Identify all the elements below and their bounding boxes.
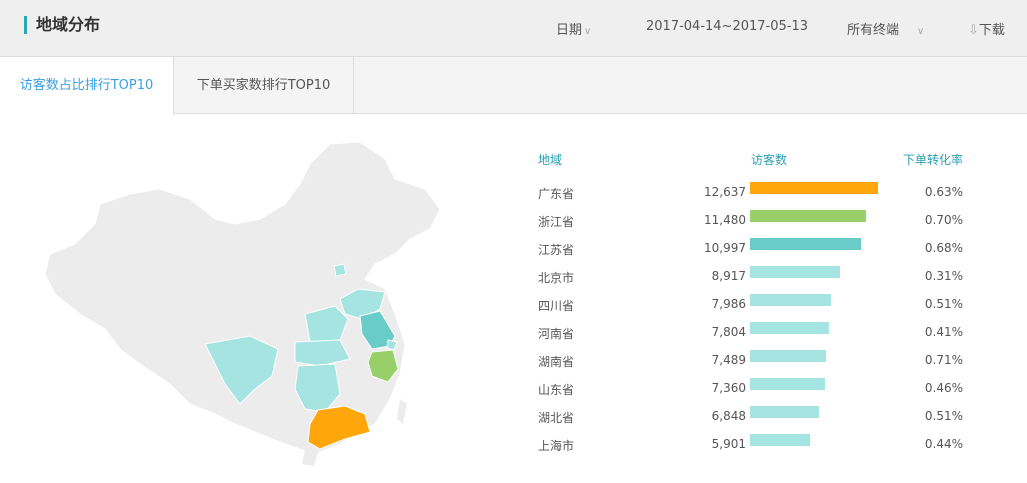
map-shandong [339,288,386,320]
visitor-bar [750,434,810,446]
date-label: 日期 [556,23,583,38]
tab-buyers-top10[interactable]: 下单买家数排行TOP10 [174,57,354,114]
table-row[interactable]: 北京市 8,917 0.31% [0,266,1027,286]
date-dropdown[interactable]: 日期 ∨ [556,19,591,38]
map-hainan [302,449,318,466]
tab-bar: 访客数占比排行TOP10 下单买家数排行TOP10 [0,57,1027,115]
table-row[interactable]: 四川省 7,986 0.51% [0,294,1027,314]
tab-visitors-top10[interactable]: 访客数占比排行TOP10 [0,57,174,115]
conversion-rate: 0.63% [924,185,963,199]
visitor-count: 7,489 [711,353,746,367]
visitor-bar [750,294,831,306]
china-map [44,141,441,466]
visitor-bar [750,182,878,194]
region-name: 四川省 [538,299,575,313]
visitor-count: 8,917 [711,269,746,283]
visitor-bar [750,406,819,418]
region-name: 山东省 [538,383,575,397]
date-range[interactable]: 2017-04-14~2017-05-13 [646,19,808,34]
download-button[interactable]: ⇩下载 [968,19,1005,38]
visitor-count: 12,637 [704,185,746,199]
visitor-count: 7,804 [711,325,746,339]
terminal-label: 所有终端 [847,23,900,38]
column-header-region: 地域 [538,153,563,167]
visitor-count: 11,480 [704,213,746,227]
conversion-rate: 0.44% [924,437,963,451]
visitor-bar [750,210,866,222]
table-row[interactable]: 湖南省 7,489 0.71% [0,350,1027,370]
conversion-rate: 0.41% [924,325,963,339]
conversion-rate: 0.51% [924,297,963,311]
table-row[interactable]: 上海市 5,901 0.44% [0,434,1027,454]
download-label: 下载 [978,23,1005,38]
table-row[interactable]: 浙江省 11,480 0.70% [0,210,1027,230]
download-icon: ⇩ [968,23,979,38]
region-name: 浙江省 [538,215,575,229]
region-name: 河南省 [538,327,575,341]
column-header-conversion: 下单转化率 [903,153,964,167]
terminal-dropdown[interactable]: 所有终端 ∨ [847,19,924,38]
visitor-bar [750,238,861,250]
visitor-count: 10,997 [704,241,746,255]
column-header-visitors: 访客数 [751,153,788,167]
map-beijing [333,263,347,277]
map-sichuan [204,335,279,405]
page-title: 地域分布 [24,16,100,34]
map-zhejiang [367,349,399,383]
header: 地域分布 日期 ∨ 2017-04-14~2017-05-13 所有终端 ∨ ⇩下载 [0,0,1027,57]
conversion-rate: 0.51% [924,409,963,423]
conversion-rate: 0.46% [924,381,963,395]
conversion-rate: 0.68% [924,241,963,255]
region-name: 上海市 [538,439,575,453]
visitor-count: 7,986 [711,297,746,311]
table-row[interactable]: 江苏省 10,997 0.68% [0,238,1027,258]
conversion-rate: 0.31% [924,269,963,283]
map-hubei [294,339,351,367]
visitor-bar [750,322,829,334]
table-row[interactable]: 湖北省 6,848 0.51% [0,406,1027,426]
visitor-bar [750,378,825,390]
conversion-rate: 0.70% [924,213,963,227]
table-row[interactable]: 广东省 12,637 0.63% [0,182,1027,202]
map-guangdong [307,405,371,450]
visitor-bar [750,350,826,362]
conversion-rate: 0.71% [924,353,963,367]
visitor-bar [750,266,840,278]
visitor-count: 6,848 [711,409,746,423]
map-china-outline [44,141,441,455]
map-taiwan [397,399,407,424]
region-name: 湖南省 [538,355,575,369]
region-name: 广东省 [538,187,575,201]
chevron-down-icon: ∨ [584,26,592,37]
chevron-down-icon: ∨ [917,26,925,37]
visitor-count: 5,901 [711,437,746,451]
region-name: 湖北省 [538,411,575,425]
visitor-count: 7,360 [711,381,746,395]
map-henan [304,305,349,343]
map-shanghai [386,339,398,351]
table-row[interactable]: 山东省 7,360 0.46% [0,378,1027,398]
region-name: 北京市 [538,271,575,285]
region-name: 江苏省 [538,243,575,257]
table-row[interactable]: 河南省 7,804 0.41% [0,322,1027,342]
